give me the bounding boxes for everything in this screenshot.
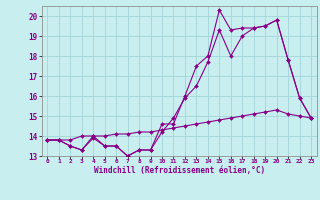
X-axis label: Windchill (Refroidissement éolien,°C): Windchill (Refroidissement éolien,°C)	[94, 166, 265, 175]
